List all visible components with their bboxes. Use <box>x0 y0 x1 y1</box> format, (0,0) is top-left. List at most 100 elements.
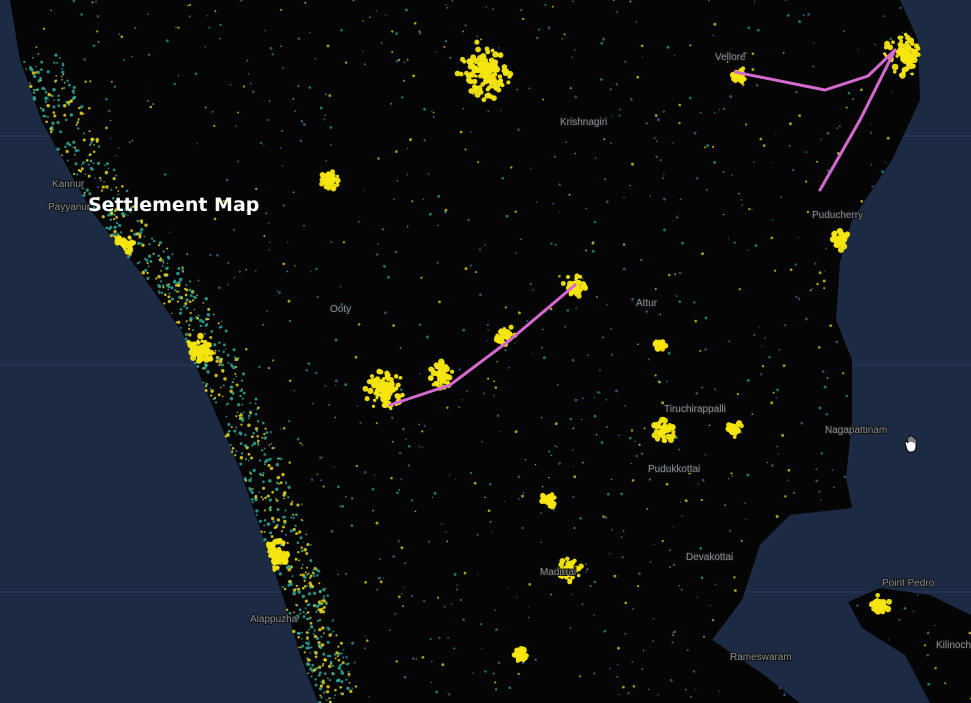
settlement <box>464 267 468 271</box>
hand-cursor <box>904 435 917 453</box>
settlement <box>160 291 164 294</box>
settlement <box>226 283 229 286</box>
settlement <box>124 248 131 255</box>
settlement <box>418 323 422 326</box>
settlement <box>146 262 149 265</box>
settlement <box>255 509 259 513</box>
settlement <box>218 349 220 352</box>
settlement <box>580 418 583 421</box>
settlement <box>886 598 893 605</box>
settlement <box>64 118 68 122</box>
settlement <box>423 107 427 111</box>
settlement <box>329 697 332 700</box>
settlement <box>334 182 340 188</box>
settlement <box>631 660 634 663</box>
settlement <box>315 666 319 670</box>
settlement <box>283 522 287 525</box>
settlement <box>431 496 434 498</box>
settlement <box>287 299 291 303</box>
settlement <box>438 636 441 640</box>
place-label: Kilinochchi <box>936 640 971 651</box>
settlement <box>186 253 189 256</box>
settlement <box>71 146 74 149</box>
settlement <box>578 675 581 678</box>
settlement <box>843 30 846 33</box>
settlement <box>487 78 494 85</box>
settlement <box>661 401 665 405</box>
settlement <box>406 58 409 61</box>
settlement <box>245 446 249 450</box>
settlement <box>581 397 584 400</box>
settlement <box>122 59 126 62</box>
settlement <box>713 22 717 26</box>
settlement <box>320 643 325 647</box>
settlement <box>342 648 345 651</box>
settlement <box>240 423 243 426</box>
settlement <box>619 108 622 111</box>
settlement <box>48 99 50 101</box>
settlement <box>219 325 223 329</box>
settlement <box>292 629 296 634</box>
settlement <box>891 91 894 93</box>
settlement <box>239 394 242 398</box>
settlement <box>264 496 267 500</box>
settlement <box>754 244 758 248</box>
settlement <box>616 663 619 666</box>
settlement <box>714 388 717 391</box>
settlement <box>177 26 180 29</box>
settlement <box>685 556 689 559</box>
settlement <box>326 640 330 644</box>
settlement <box>122 213 125 216</box>
settlement <box>857 48 859 51</box>
settlement <box>809 289 812 292</box>
settlement <box>605 398 608 401</box>
settlement <box>107 167 110 170</box>
settlement <box>187 327 191 331</box>
settlement <box>363 63 367 66</box>
settlement <box>106 162 109 166</box>
settlement <box>237 111 239 114</box>
settlement <box>261 436 264 439</box>
settlement <box>916 594 919 597</box>
settlement <box>115 235 123 242</box>
settlement <box>274 525 278 529</box>
settlement <box>733 241 736 244</box>
settlement <box>435 51 438 53</box>
settlement <box>689 44 692 47</box>
settlement <box>574 95 578 99</box>
settlement <box>288 379 292 383</box>
settlement <box>56 61 59 64</box>
settlement <box>631 297 635 301</box>
settlement <box>162 286 165 289</box>
settlement <box>263 463 267 466</box>
settlement <box>35 46 38 49</box>
settlement <box>189 280 192 283</box>
settlement <box>776 388 779 392</box>
settlement <box>340 652 343 655</box>
settlement <box>652 617 655 620</box>
settlement <box>309 625 314 629</box>
settlement <box>580 281 587 288</box>
settlement <box>527 616 530 619</box>
settlement <box>661 177 665 180</box>
settlement <box>820 499 822 501</box>
settlement <box>722 213 725 216</box>
settlement <box>423 424 426 428</box>
settlement <box>287 496 290 499</box>
settlement <box>281 66 284 69</box>
settlement <box>542 98 545 101</box>
settlement <box>170 297 175 301</box>
settlement <box>307 572 310 575</box>
settlement <box>80 13 83 16</box>
settlement <box>574 398 578 402</box>
settlement <box>615 83 618 86</box>
settlement <box>263 234 266 237</box>
settlement <box>406 147 409 150</box>
settlement <box>643 427 646 430</box>
settlement <box>74 148 79 153</box>
settlement <box>731 174 733 176</box>
settlement <box>167 295 171 299</box>
settlement <box>88 130 91 133</box>
settlement <box>693 301 696 304</box>
settlement <box>641 668 644 670</box>
